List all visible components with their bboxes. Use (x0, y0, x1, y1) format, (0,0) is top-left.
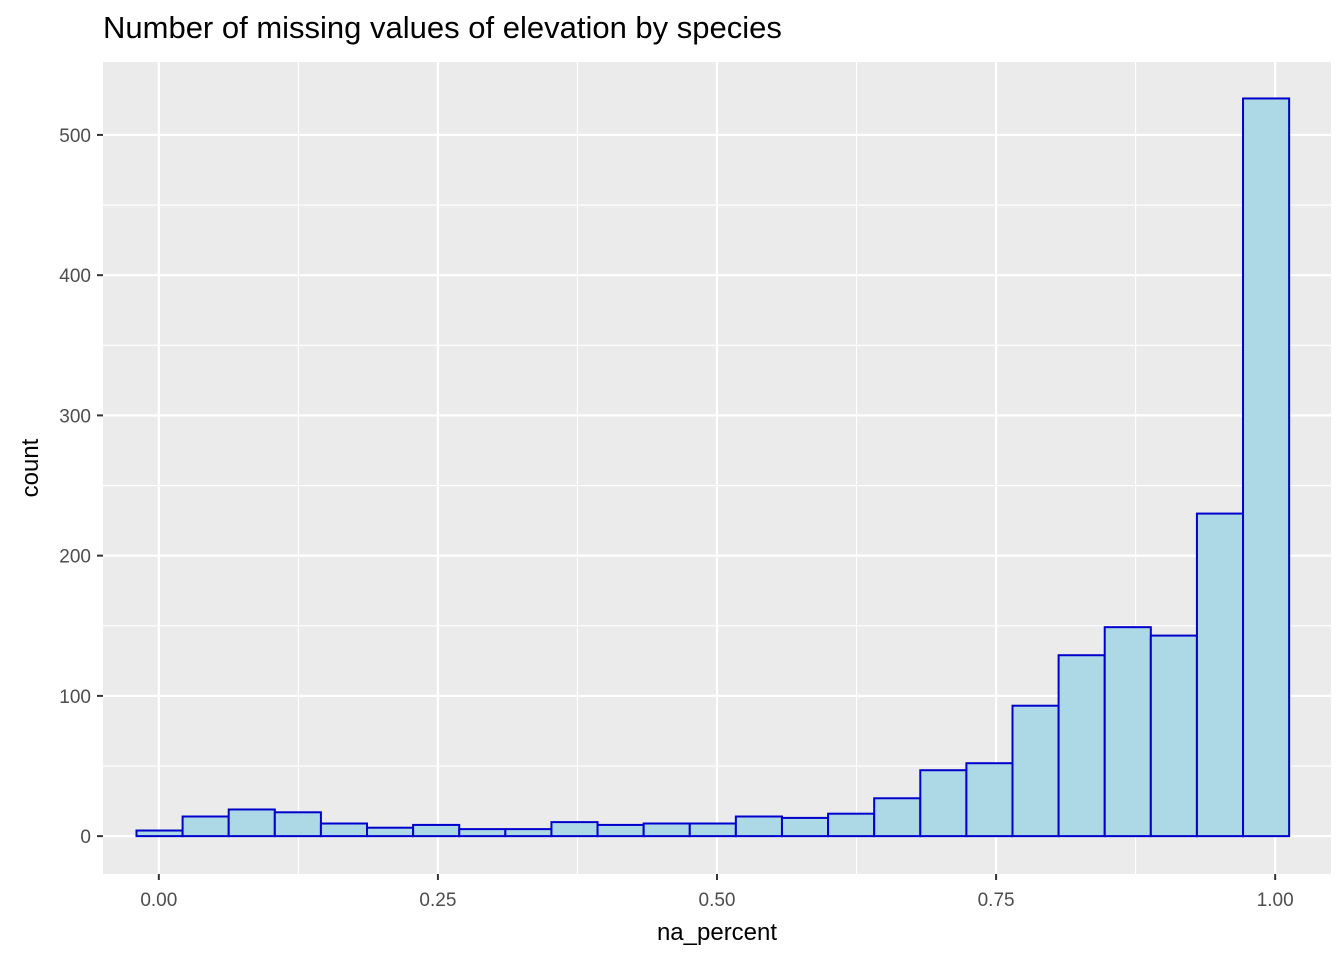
x-tick-label: 1.00 (1257, 890, 1294, 911)
histogram-bar (596, 823, 645, 838)
histogram-bar (873, 797, 922, 838)
histogram-bar (1195, 512, 1245, 838)
y-tick-label: 500 (59, 126, 91, 147)
histogram-bar (919, 769, 968, 838)
histogram-bar (688, 822, 737, 838)
x-tick-label: 0.25 (419, 890, 456, 911)
histogram-bar (1149, 634, 1198, 838)
y-axis-title: count (17, 438, 44, 497)
x-tick-label: 0.50 (699, 890, 736, 911)
histogram-bar (734, 815, 783, 838)
histogram-bar (273, 811, 322, 838)
histogram-bar (504, 828, 553, 838)
y-tick-label: 300 (59, 406, 91, 427)
y-tick-label: 400 (59, 266, 91, 287)
chart-title: Number of missing values of elevation by… (103, 10, 782, 45)
histogram-bar (1057, 654, 1106, 838)
histogram-bar (965, 762, 1014, 838)
histogram-bar (1103, 626, 1152, 838)
histogram-bars (135, 97, 1291, 838)
y-tick-label: 0 (80, 827, 91, 848)
histogram-bar (366, 826, 415, 838)
histogram-bar (319, 822, 369, 838)
x-tick-label: 0.00 (140, 890, 177, 911)
histogram-bar (1242, 97, 1291, 838)
histogram-bar (1011, 704, 1060, 838)
histogram-bar (227, 808, 276, 838)
x-tick-label: 0.75 (978, 890, 1015, 911)
histogram-bar (780, 816, 830, 838)
x-axis-ticks: 0.00 0.25 0.50 0.75 1.00 (140, 874, 1294, 911)
histogram-bar (412, 823, 461, 838)
histogram-bar (827, 812, 876, 838)
histogram-bar (458, 828, 507, 838)
y-axis-ticks: 0 100 200 300 400 500 (59, 126, 103, 848)
histogram-bar (550, 821, 599, 838)
histogram-bar (135, 829, 184, 838)
y-tick-label: 200 (59, 547, 91, 568)
x-axis-title: na_percent (657, 919, 777, 946)
histogram-bar (181, 815, 230, 838)
histogram-bar (642, 822, 691, 838)
y-tick-label: 100 (59, 687, 91, 708)
